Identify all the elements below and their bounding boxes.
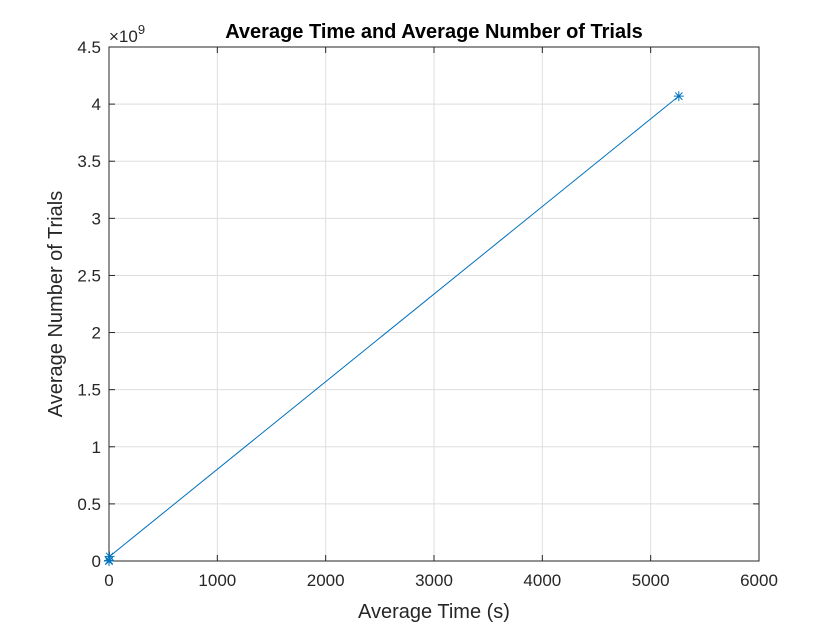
y-ticks: 0 0.5 1 1.5 2 2.5 3 3.5 4 4.5 xyxy=(77,38,759,571)
data-point-marker xyxy=(673,91,684,102)
y-exponent-power: 9 xyxy=(138,22,145,37)
x-ticks: 0 1000 2000 3000 4000 5000 6000 xyxy=(104,47,778,590)
data-point-marker xyxy=(104,551,115,562)
y-tick-label: 4.5 xyxy=(77,38,101,57)
y-gridlines xyxy=(109,103,759,505)
x-tick-label: 6000 xyxy=(740,571,778,590)
x-tick-label: 4000 xyxy=(523,571,561,590)
y-tick-label: 2 xyxy=(92,324,101,343)
y-tick-label: 1 xyxy=(92,438,101,457)
y-tick-label: 3 xyxy=(92,209,101,228)
y-tick-label: 3.5 xyxy=(77,152,101,171)
y-tick-label: 0.5 xyxy=(77,495,101,514)
x-tick-label: 5000 xyxy=(632,571,670,590)
y-tick-label: 2.5 xyxy=(77,266,101,285)
x-tick-label: 2000 xyxy=(307,571,345,590)
y-exponent-base: ×10 xyxy=(109,27,138,46)
x-axis-label: Average Time (s) xyxy=(358,601,510,623)
series xyxy=(104,91,684,566)
y-exponent-label: ×109 xyxy=(109,22,145,46)
y-tick-label: 1.5 xyxy=(77,381,101,400)
y-tick-label: 4 xyxy=(92,95,101,114)
x-tick-label: 3000 xyxy=(415,571,453,590)
x-tick-label: 1000 xyxy=(198,571,236,590)
x-tick-label: 0 xyxy=(104,571,113,590)
y-tick-label: 0 xyxy=(92,552,101,571)
y-axis-label: Average Number of Trials xyxy=(45,191,67,417)
chart-title: Average Time and Average Number of Trial… xyxy=(225,21,643,43)
x-gridlines xyxy=(216,47,652,561)
